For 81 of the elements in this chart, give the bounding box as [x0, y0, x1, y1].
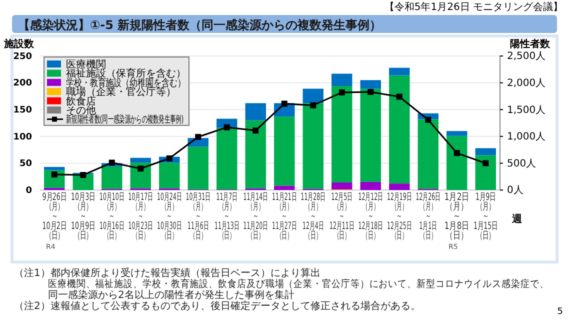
bar	[446, 136, 468, 190]
bar	[360, 182, 381, 190]
x-tick-label: 12月5日（月）～12月11日（日）	[330, 191, 354, 241]
y2-tick-label: 0人	[507, 185, 524, 196]
bar	[360, 88, 381, 182]
bar	[389, 184, 410, 190]
y2-tick-label: 500人	[507, 158, 536, 170]
bar	[302, 103, 324, 189]
y-tick-label: 200	[13, 78, 32, 89]
y2-tick-label: 2,500人	[507, 51, 546, 62]
bar	[332, 74, 352, 86]
point	[425, 116, 432, 123]
legend-label: 飲食店	[66, 95, 96, 108]
x-tick-label: 1月2日（月）～1月8日（日）	[444, 192, 470, 242]
bar	[159, 162, 180, 188]
x-tick-label: 11月28日（月）～12月4日（日）	[300, 191, 326, 241]
point	[396, 94, 402, 100]
y2-axis-title: 陽性者数	[510, 38, 551, 50]
x-tick-label: 11月21日（月）～11月27日（日）	[272, 191, 297, 241]
bar	[332, 182, 352, 190]
bar	[245, 103, 266, 120]
x-tick-label: 10月24日（月）～10月30日（日）	[157, 191, 182, 241]
text: 5	[557, 307, 563, 317]
bar	[475, 155, 496, 190]
bar	[274, 116, 295, 186]
point	[368, 88, 374, 95]
x-tick-label: 12月19日（月）～12月25日（日）	[387, 191, 412, 241]
text: 同一感染源から2名以上の陽性者が発生した事例を集計	[48, 289, 294, 301]
point	[80, 172, 86, 178]
bar	[446, 131, 468, 136]
point	[166, 155, 172, 162]
text: 医療機関、福祉施設、学校・教育施設、飲食店及び職場（企業・官公庁等）において、新型コロナウイルス感染症で、	[48, 278, 549, 290]
point	[281, 100, 288, 107]
text: （注2）速報値として公表するものであり、後日確定データとして修正される場合がある。	[14, 300, 420, 312]
y-tick-label: 250	[13, 52, 32, 62]
point	[454, 150, 460, 156]
point	[108, 160, 115, 166]
x-tick-label: 9月26日（月）～10月2日（日）	[42, 190, 66, 241]
bar	[332, 86, 352, 182]
bar	[475, 148, 496, 156]
text: 【令和5年1月26日 モニタリング会議】	[384, 1, 563, 13]
point	[195, 134, 202, 140]
x-tick-label: 10月3日（月）～10月9日（日）	[71, 190, 96, 241]
point	[224, 124, 230, 130]
x-tick-label: 11月14日（月）～11月20日（日）	[243, 191, 268, 241]
x-tick-label: 10月17日（月）～10月23日（日）	[128, 191, 153, 241]
x-tick-label: 10月31日（月）～11月6日（日）	[186, 191, 210, 241]
point	[310, 102, 316, 108]
point	[138, 166, 144, 172]
y2-tick-label: 2,000人	[507, 78, 546, 89]
bar	[360, 80, 381, 89]
point	[252, 128, 259, 134]
bar	[216, 128, 238, 190]
chart-title: 【感染状況】①-5 新規陽性者数（同一感染源からの複数発生事例）	[18, 18, 382, 32]
y-tick-label: 0	[26, 186, 32, 196]
x-tick-label: 12月12日（月）～12月18日（日）	[358, 191, 383, 241]
x-axis-title: 週	[511, 213, 523, 225]
bar	[389, 75, 410, 184]
y2-tick-label: 1,000人	[507, 132, 546, 143]
y-tick-label: 50	[19, 159, 32, 170]
x-tick-label: 1月9日（月）～1月15日（日）	[474, 190, 498, 241]
text: （注1）都内保健所より受けた報告実績（報告日ベース）により算出	[14, 267, 320, 279]
bar	[418, 119, 438, 189]
bar	[130, 158, 151, 163]
x-tick-label: 10月10日（月）～10月16日（日）	[100, 191, 124, 241]
x-tick-label: 11月7日（月）～11月13日（日）	[214, 191, 240, 241]
bar	[188, 146, 208, 190]
y2-tick-label: 1,500人	[507, 104, 546, 116]
bar	[102, 166, 122, 189]
bar	[302, 88, 324, 104]
x-tick-label: 12月26日（月）～1月1日（日）	[416, 191, 440, 241]
y-tick-label: 100	[13, 132, 32, 142]
bar	[44, 166, 65, 170]
y-axis-title: 施設数	[3, 38, 35, 50]
point	[482, 160, 489, 166]
point	[338, 89, 345, 96]
point	[51, 171, 58, 178]
bar	[389, 68, 410, 76]
bar	[274, 186, 295, 190]
bar	[245, 120, 266, 188]
y-tick-label: 150	[13, 105, 32, 116]
